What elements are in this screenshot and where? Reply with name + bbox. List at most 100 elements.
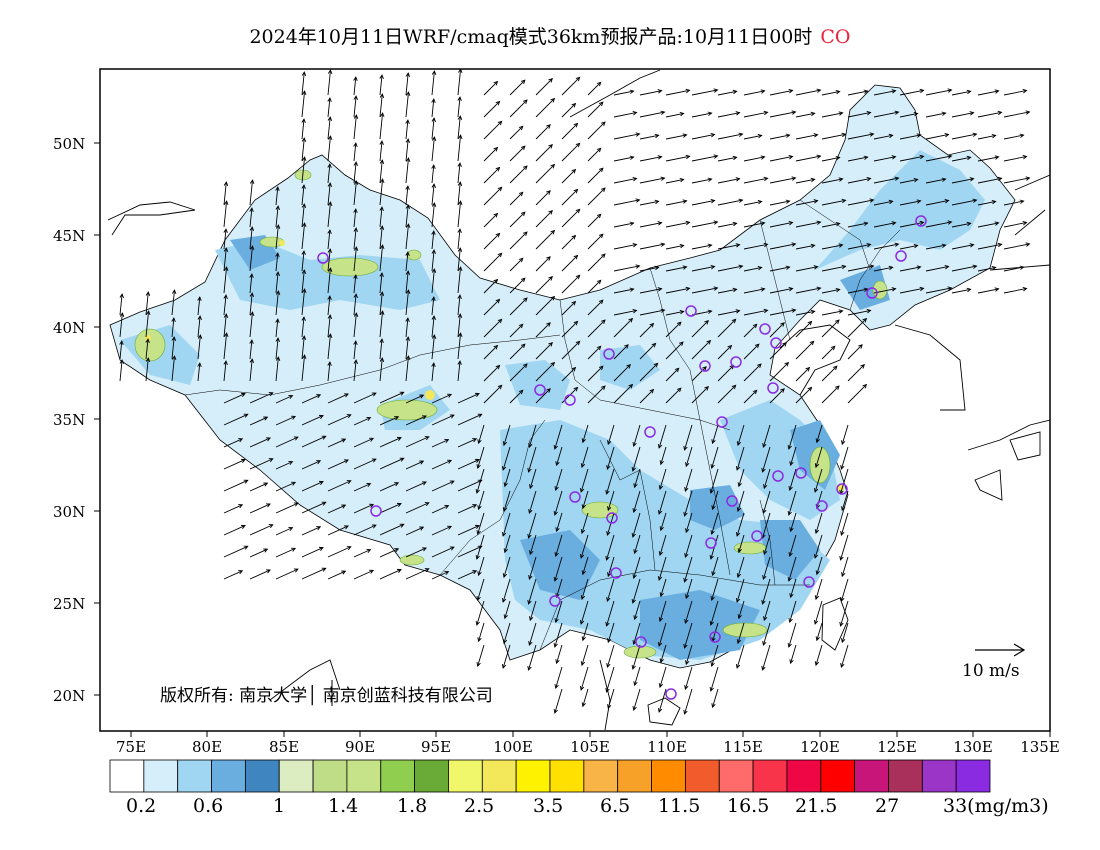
wind-vector	[483, 101, 500, 118]
wind-vector-head	[919, 286, 925, 292]
wind-vector	[660, 512, 667, 531]
wind-vector	[665, 266, 687, 272]
wind-vector	[353, 313, 357, 338]
wind-vector-head	[969, 111, 975, 116]
colorbar-label-0: 0.2	[126, 795, 157, 817]
wind-vector	[951, 222, 971, 228]
wind-vector-head	[301, 269, 307, 275]
wind-vector-head	[735, 465, 741, 471]
wind-vector	[529, 534, 537, 555]
wind-vector-head	[405, 223, 411, 229]
wind-vector-head	[145, 338, 150, 343]
wind-vector	[769, 388, 785, 404]
wind-vector-head	[548, 276, 553, 281]
wind-vector-head	[866, 176, 872, 182]
wind-vector-head	[682, 133, 688, 138]
wind-vector	[405, 318, 409, 338]
wind-vector	[763, 468, 771, 489]
wind-vector	[685, 644, 693, 665]
wind-vector	[762, 622, 771, 646]
wind-vector	[795, 112, 815, 118]
wind-vector-head	[550, 229, 556, 235]
wind-vector	[353, 392, 377, 404]
wind-vector	[405, 481, 427, 492]
wind-vector-head	[380, 310, 385, 316]
wind-vector	[743, 343, 760, 360]
wind-vector	[899, 287, 924, 294]
station-marker	[836, 483, 848, 495]
wind-vector-head	[571, 366, 577, 372]
wind-vector-head	[431, 136, 437, 142]
colorbar-swatch-24	[921, 759, 957, 793]
wind-vector-head	[869, 198, 875, 203]
wind-vector	[561, 123, 578, 140]
wind-vector	[379, 523, 404, 536]
wind-vector	[632, 578, 641, 604]
wind-vector	[691, 340, 711, 360]
wind-vector-head	[520, 79, 526, 85]
wind-vector-head	[581, 438, 586, 444]
lon-label-75e: 75E	[115, 738, 147, 756]
wind-vector-head	[598, 233, 604, 239]
wind-vector	[762, 424, 771, 448]
wind-vector-head	[431, 315, 436, 320]
wind-vector	[847, 318, 867, 338]
wind-vector-head	[379, 206, 384, 211]
wind-vector	[379, 457, 404, 470]
wind-vector-head	[223, 247, 229, 253]
wind-vector	[477, 512, 485, 535]
wind-vector-head	[477, 637, 482, 643]
wind-vector	[509, 211, 526, 228]
wind-vector	[769, 90, 793, 96]
lon-label-80e: 80E	[191, 738, 223, 756]
wind-vector-head	[789, 593, 794, 599]
wind-vector	[478, 424, 485, 444]
wind-vector	[743, 309, 768, 316]
wind-vector	[275, 527, 293, 536]
wind-vector-head	[731, 318, 737, 324]
wind-vector-head	[835, 287, 841, 293]
wind-vector-head	[601, 253, 606, 258]
wind-vector-head	[249, 273, 254, 278]
wind-vector-head	[941, 111, 947, 116]
wind-vector	[606, 446, 615, 470]
wind-vector-head	[477, 505, 482, 511]
wind-vector	[275, 338, 279, 360]
wind-vector	[249, 359, 253, 382]
wind-vector	[634, 600, 641, 620]
wind-vector-head	[787, 642, 792, 648]
wind-vector-head	[146, 310, 151, 316]
wind-vector-head	[573, 320, 579, 326]
wind-vector-head	[475, 488, 480, 494]
wind-vector-head	[353, 208, 358, 213]
wind-vector	[821, 244, 843, 250]
wind-vector	[691, 266, 715, 272]
wind-vector-head	[780, 322, 785, 327]
wind-vector	[535, 210, 553, 228]
station-marker	[816, 500, 828, 512]
wind-vector	[528, 424, 537, 448]
station-marker	[795, 467, 807, 479]
wind-vector-head	[632, 508, 637, 514]
wind-vector-head	[863, 155, 869, 160]
wind-vector-head	[546, 124, 551, 129]
wind-vector	[658, 556, 667, 581]
wind-vector	[223, 570, 243, 580]
wind-vector-head	[555, 659, 560, 665]
wind-vector-head	[379, 291, 385, 297]
wind-vector-head	[605, 621, 610, 627]
wind-vector	[873, 266, 893, 272]
wind-vector	[1003, 156, 1027, 162]
wind-vector-head	[972, 264, 978, 269]
wind-vector	[379, 226, 383, 250]
wind-vector-head	[243, 545, 249, 550]
wind-vector-head	[528, 509, 533, 514]
wind-vector	[717, 199, 743, 206]
wind-vector-head	[379, 357, 385, 363]
wind-vector-head	[268, 458, 274, 463]
wind-vector	[327, 202, 331, 228]
wind-vector	[327, 393, 349, 404]
wind-vector	[555, 468, 563, 491]
wind-vector-head	[969, 243, 975, 248]
wind-vector	[665, 341, 684, 360]
